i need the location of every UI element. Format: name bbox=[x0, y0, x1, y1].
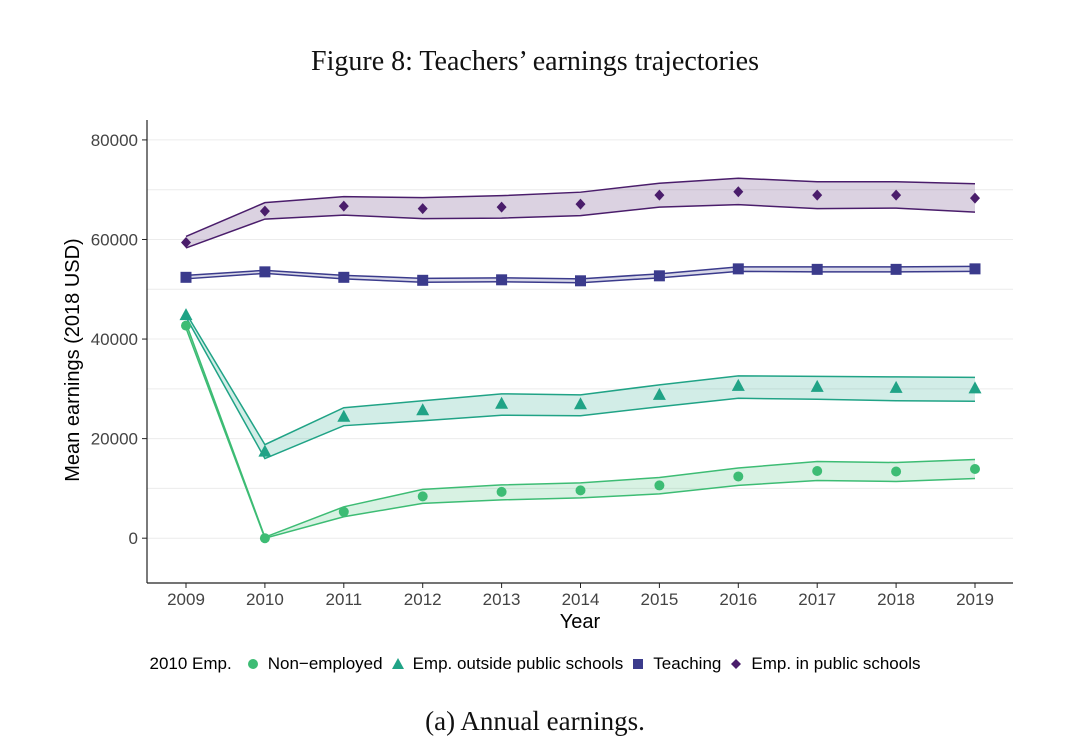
point-public-2012 bbox=[417, 203, 428, 215]
y-tick-label: 20000 bbox=[91, 430, 138, 449]
y-axis-title: Mean earnings (2018 USD) bbox=[62, 238, 84, 481]
point-public-2014 bbox=[575, 198, 586, 210]
earnings-chart: 0 20000 40000 60000 80000 2009 2010 2011 2012 201… bbox=[62, 120, 1013, 633]
band-public bbox=[186, 178, 975, 248]
legend-item-teaching: Teaching bbox=[631, 654, 721, 674]
point-outside-2014 bbox=[574, 397, 587, 410]
x-tick-label: 2019 bbox=[956, 590, 994, 609]
point-teaching-2019 bbox=[969, 263, 981, 275]
point-teaching-2014 bbox=[575, 275, 586, 287]
point-outside-2018 bbox=[889, 380, 903, 393]
x-tick-label: 2011 bbox=[326, 590, 363, 609]
point-teaching-2013 bbox=[496, 274, 508, 286]
point-outside-2012 bbox=[416, 403, 430, 416]
point-outside-2010 bbox=[258, 444, 272, 457]
band-outside bbox=[186, 313, 975, 459]
point-teaching-2018 bbox=[890, 263, 902, 275]
point-nonemployed-2019 bbox=[970, 463, 980, 474]
point-outside-2019 bbox=[968, 381, 982, 394]
point-public-2018 bbox=[891, 189, 902, 201]
x-tick-label: 2012 bbox=[404, 590, 442, 609]
point-public-2010 bbox=[259, 205, 270, 217]
lower-bound-outside bbox=[185, 316, 976, 460]
point-public-2017 bbox=[812, 189, 823, 201]
x-tick-label: 2015 bbox=[640, 590, 678, 609]
point-outside-2017 bbox=[810, 379, 824, 392]
legend-title: 2010 Emp. bbox=[149, 654, 232, 673]
upper-bound-outside bbox=[185, 312, 976, 446]
point-outside-2015 bbox=[652, 387, 666, 400]
point-teaching-2016 bbox=[732, 263, 744, 275]
point-nonemployed-2013 bbox=[496, 486, 507, 497]
square-marker-icon bbox=[633, 659, 644, 669]
x-tick-label: 2010 bbox=[246, 590, 284, 609]
point-nonemployed-2009 bbox=[181, 320, 191, 331]
point-nonemployed-2015 bbox=[654, 480, 665, 491]
circle-marker-icon bbox=[247, 659, 258, 669]
y-tick-label: 60000 bbox=[91, 230, 138, 249]
y-tick-label: 80000 bbox=[91, 131, 138, 150]
point-outside-2009 bbox=[179, 308, 193, 321]
upper-bound-public bbox=[185, 177, 976, 238]
legend-item-emp-outside: Emp. outside public schools bbox=[391, 654, 624, 674]
x-tick-label: 2009 bbox=[167, 590, 205, 609]
upper-bound-nonemployed bbox=[185, 322, 976, 539]
x-tick-label: 2018 bbox=[877, 590, 915, 609]
lower-bound-public bbox=[185, 203, 976, 249]
diamond-marker-icon bbox=[731, 659, 742, 669]
point-teaching-2010 bbox=[259, 266, 271, 278]
series-points bbox=[179, 186, 982, 544]
legend-item-non-employed: Non−employed bbox=[246, 654, 383, 674]
point-public-2019 bbox=[970, 192, 980, 204]
legend-item-emp-public: Emp. in public schools bbox=[729, 654, 921, 674]
x-axis-title: Year bbox=[560, 611, 601, 633]
point-public-2016 bbox=[733, 186, 744, 198]
x-tick-label: 2014 bbox=[562, 590, 600, 609]
legend-label: Emp. outside public schools bbox=[412, 654, 624, 673]
point-nonemployed-2018 bbox=[891, 466, 902, 477]
point-outside-2016 bbox=[731, 378, 745, 391]
legend-label: Emp. in public schools bbox=[751, 654, 921, 673]
point-nonemployed-2014 bbox=[575, 485, 586, 496]
point-public-2009 bbox=[181, 236, 191, 248]
point-teaching-2011 bbox=[338, 271, 350, 283]
lower-bound-nonemployed bbox=[185, 327, 976, 540]
point-nonemployed-2010 bbox=[259, 533, 270, 544]
point-public-2013 bbox=[496, 201, 507, 213]
point-public-2011 bbox=[338, 200, 349, 212]
point-nonemployed-2011 bbox=[338, 506, 349, 517]
point-teaching-2015 bbox=[653, 270, 665, 282]
point-teaching-2009 bbox=[180, 271, 192, 283]
point-nonemployed-2016 bbox=[733, 471, 744, 482]
legend: 2010 Emp. Non−employed Emp. outside publ… bbox=[0, 654, 1070, 674]
legend-label: Teaching bbox=[653, 654, 722, 673]
point-outside-2011 bbox=[337, 409, 351, 422]
y-tick-label: 0 bbox=[129, 529, 138, 548]
figure-caption: (a) Annual earnings. bbox=[425, 706, 645, 736]
point-teaching-2012 bbox=[417, 274, 429, 286]
x-tick-label: 2016 bbox=[719, 590, 757, 609]
axes: 0 20000 40000 60000 80000 2009 2010 2011 2012 201… bbox=[91, 120, 1013, 609]
x-tick-label: 2017 bbox=[798, 590, 836, 609]
point-nonemployed-2017 bbox=[812, 465, 823, 476]
triangle-marker-icon bbox=[391, 658, 404, 669]
point-public-2015 bbox=[654, 189, 665, 201]
figure-title: Figure 8: Teachers’ earnings trajectorie… bbox=[311, 46, 759, 77]
confidence-bands bbox=[186, 178, 975, 539]
point-nonemployed-2012 bbox=[417, 491, 428, 502]
y-tick-label: 40000 bbox=[91, 330, 138, 349]
x-tick-label: 2013 bbox=[483, 590, 521, 609]
legend-label: Non−employed bbox=[267, 654, 383, 673]
band-teaching bbox=[186, 266, 975, 283]
point-outside-2013 bbox=[495, 396, 509, 409]
point-teaching-2017 bbox=[811, 263, 823, 275]
